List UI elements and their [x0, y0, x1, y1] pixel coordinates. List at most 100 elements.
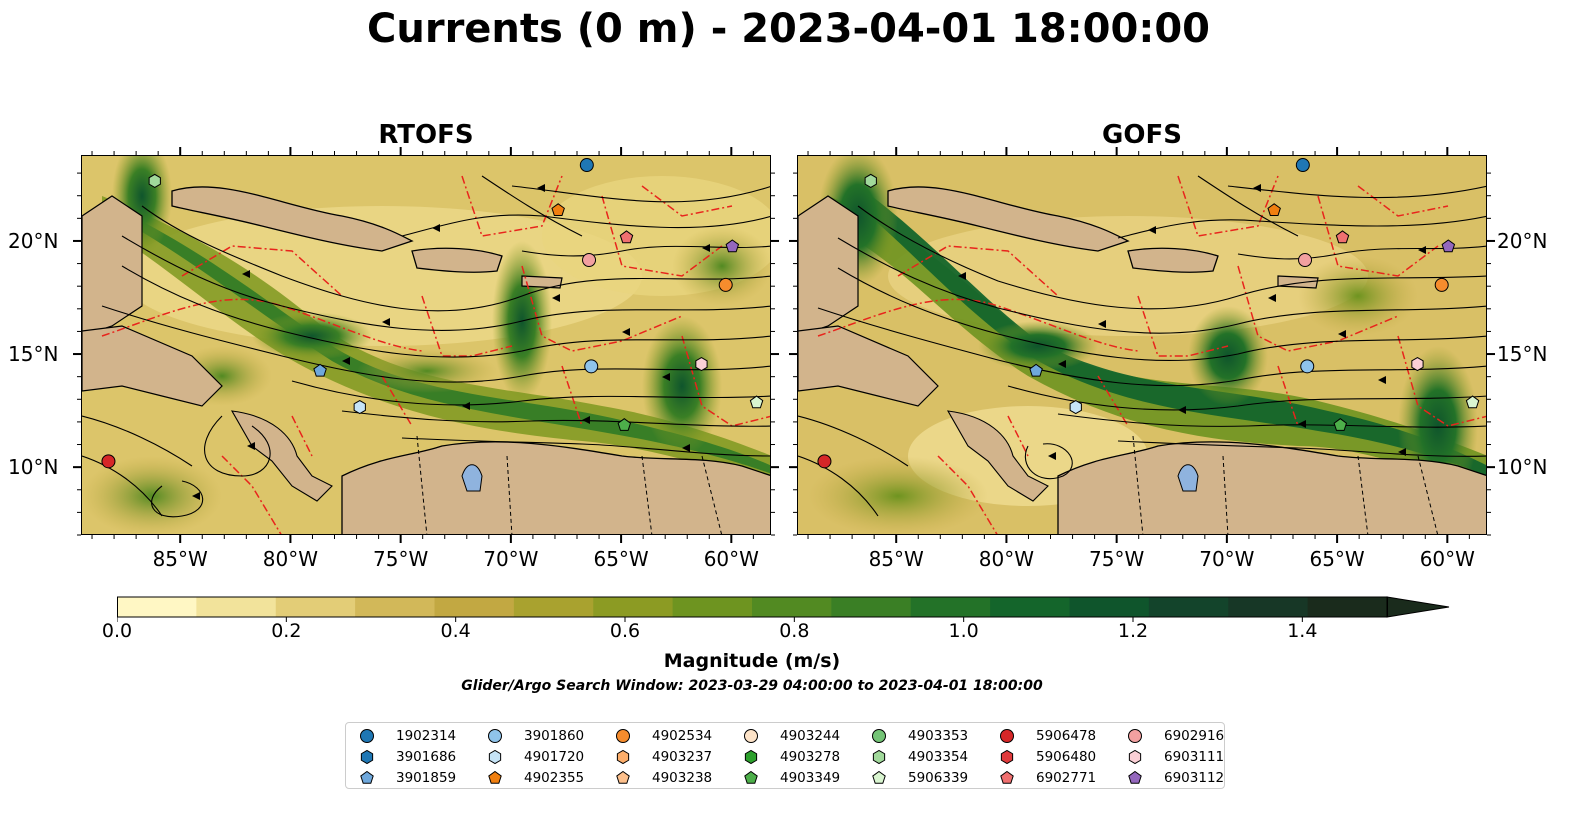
- rtofs-x-tick-label: 70°W: [483, 547, 539, 571]
- colorbar-segment: [1148, 597, 1229, 617]
- colorbar-segment: [910, 597, 991, 617]
- legend-item-3901860: 3901860: [486, 726, 584, 746]
- float-marker-6903111: [695, 357, 708, 372]
- gofs-map-svg: [798, 156, 1486, 534]
- legend-label: 3901686: [396, 749, 457, 765]
- legend-label: 3901860: [524, 728, 585, 744]
- float-marker-6903112: [725, 239, 740, 253]
- circle-marker-icon: [616, 729, 630, 743]
- colorbar-tick-label: 0.2: [271, 620, 302, 642]
- legend-item-6902771: 6902771: [998, 768, 1096, 788]
- pentagon-marker-icon: [744, 770, 758, 784]
- colorbar-label: Magnitude (m/s): [663, 650, 841, 672]
- legend-item-6903111: 6903111: [1126, 747, 1224, 767]
- rtofs-x-tick-label: 80°W: [262, 547, 319, 571]
- legend-item-3901686: 3901686: [358, 747, 456, 767]
- legend-item-4903278: 4903278: [742, 747, 840, 767]
- colorbar-tick-label: 0.8: [779, 620, 810, 642]
- legend-item-4902355: 4902355: [486, 768, 584, 788]
- float-marker-4902355: [551, 203, 565, 217]
- colorbar-segment: [1307, 597, 1388, 617]
- gofs-x-tick-label: 60°W: [1419, 547, 1475, 571]
- rtofs-x-tick-label: 75°W: [373, 547, 429, 571]
- legend-item-4903244: 4903244: [742, 726, 840, 746]
- hexagon-marker-icon: [744, 749, 758, 765]
- colorbar-segment: [672, 597, 753, 617]
- gofs-x-tick-label: 80°W: [978, 547, 1035, 571]
- float-marker-4902355: [1267, 203, 1281, 217]
- rtofs-x-tick-label: 85°W: [152, 547, 208, 571]
- right-y-tick-label: 20°N: [1497, 228, 1548, 253]
- legend-item-4903354: 4903354: [870, 747, 968, 767]
- legend-item-1902314: 1902314: [358, 726, 456, 746]
- float-marker-6902916: [1298, 253, 1313, 268]
- legend-item-4903237: 4903237: [614, 747, 712, 767]
- pentagon-marker-icon: [616, 770, 630, 784]
- main-title: Currents (0 m) - 2023-04-01 18:00:00: [367, 6, 1210, 52]
- pentagon-marker-icon: [360, 770, 374, 784]
- colorbar-segment: [117, 597, 197, 617]
- float-marker-4902534: [718, 277, 733, 292]
- colorbar: [117, 596, 1450, 622]
- legend-item-5906478: 5906478: [998, 726, 1096, 746]
- hexagon-marker-icon: [488, 749, 502, 765]
- search-window-caption: Glider/Argo Search Window: 2023-03-29 04…: [461, 678, 1043, 694]
- float-marker-5906339: [1465, 395, 1480, 409]
- right-y-tick-label: 10°N: [1497, 455, 1548, 480]
- float-legend: 1902314 3901686 3901859 3901860 4901720 49023…: [345, 722, 1225, 789]
- gofs-x-tick-label: 70°W: [1199, 547, 1255, 571]
- colorbar-tick-label: 0.6: [609, 620, 641, 642]
- hexagon-marker-icon: [872, 749, 886, 765]
- float-marker-3901860: [584, 359, 599, 374]
- legend-label: 4902355: [524, 770, 585, 786]
- rtofs-x-tick-label: 65°W: [593, 547, 649, 571]
- legend-label: 4903349: [780, 770, 841, 786]
- pentagon-marker-icon: [488, 770, 502, 784]
- legend-label: 4903238: [652, 770, 713, 786]
- legend-label: 3901859: [396, 770, 457, 786]
- legend-label: 6902771: [1036, 770, 1097, 786]
- circle-marker-icon: [1000, 729, 1014, 743]
- float-marker-4903349: [1333, 418, 1348, 431]
- legend-label: 5906339: [908, 770, 969, 786]
- pentagon-marker-icon: [1128, 770, 1142, 784]
- colorbar-segment: [355, 597, 435, 617]
- circle-marker-icon: [488, 729, 502, 743]
- legend-item-4903349: 4903349: [742, 768, 840, 788]
- circle-marker-icon: [360, 729, 374, 743]
- float-marker-5906478: [817, 454, 832, 469]
- colorbar-tick-label: 0.4: [440, 620, 471, 642]
- legend-item-5906480: 5906480: [998, 747, 1096, 767]
- colorbar-tick-label: 0.0: [101, 620, 133, 642]
- rtofs-x-tick-label: 60°W: [703, 547, 759, 571]
- legend-item-5906339: 5906339: [870, 768, 968, 788]
- legend-label: 4901720: [524, 749, 585, 765]
- float-marker-1902314: [579, 158, 594, 173]
- pentagon-marker-icon: [1000, 770, 1014, 784]
- colorbar-segment: [752, 597, 832, 617]
- colorbar-frame: [117, 596, 1388, 618]
- hexagon-marker-icon: [1128, 749, 1142, 765]
- hexagon-marker-icon: [616, 749, 630, 765]
- legend-label: 6902916: [1164, 728, 1225, 744]
- pentagon-marker-icon: [872, 770, 886, 784]
- legend-label: 5906480: [1036, 749, 1097, 765]
- legend-label: 4903244: [780, 728, 841, 744]
- panel-title-rtofs: RTOFS: [378, 120, 474, 150]
- float-marker-5906339: [749, 395, 764, 409]
- colorbar-segment: [434, 597, 515, 617]
- colorbar-segment: [275, 597, 356, 617]
- legend-item-4903238: 4903238: [614, 768, 712, 788]
- float-marker-4902534: [1434, 277, 1449, 292]
- float-marker-5906478: [101, 454, 116, 469]
- legend-label: 4903237: [652, 749, 713, 765]
- legend-label: 6903111: [1164, 749, 1225, 765]
- float-marker-4903354: [148, 173, 161, 188]
- legend-label: 4903354: [908, 749, 969, 765]
- gofs-float-markers: [817, 158, 1480, 469]
- float-marker-4903349: [617, 418, 632, 431]
- circle-marker-icon: [744, 729, 758, 743]
- rtofs-map-svg: [82, 156, 770, 534]
- legend-item-4901720: 4901720: [486, 747, 584, 767]
- legend-item-3901859: 3901859: [358, 768, 456, 788]
